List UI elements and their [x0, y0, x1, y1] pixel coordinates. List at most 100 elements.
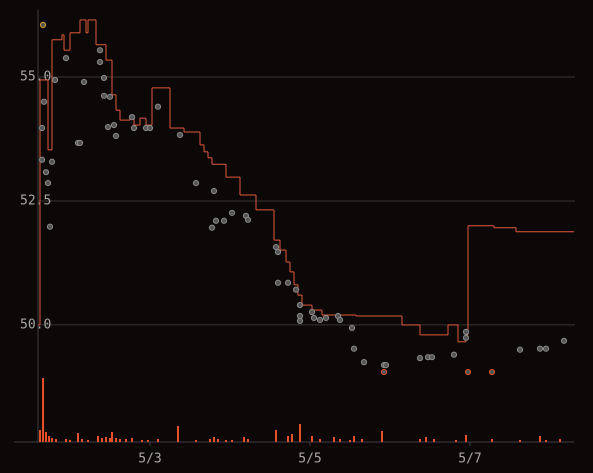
volume-bar [97, 436, 99, 442]
volume-bar [147, 440, 149, 442]
trade-point [348, 324, 356, 332]
trade-point [220, 217, 228, 224]
trade-point [176, 131, 184, 139]
trade-point [308, 308, 316, 316]
trade-point [322, 314, 330, 322]
volume-bar [465, 435, 467, 442]
trade-point [382, 362, 390, 369]
trade-point [192, 179, 200, 187]
volume-bar [119, 439, 121, 442]
volume-bar [425, 437, 427, 442]
trade-point [62, 55, 70, 62]
volume-bar [217, 439, 219, 442]
volume-bar [105, 437, 107, 442]
trade-point [96, 58, 104, 66]
volume-bar [243, 437, 245, 442]
trade-point [100, 74, 108, 82]
volume-bar [419, 439, 421, 442]
trade-point [212, 217, 220, 224]
trade-point [296, 301, 304, 309]
trade-point [516, 346, 524, 353]
volume-bar [491, 439, 493, 442]
trade-point [350, 345, 358, 352]
volume-bar [51, 438, 53, 442]
volume-bar [349, 440, 351, 442]
trade-point [51, 76, 59, 84]
volume-bar [559, 439, 561, 442]
trade-point [112, 132, 120, 140]
volume-bar [87, 440, 89, 442]
volume-bar [69, 440, 71, 442]
volume-bar [177, 426, 179, 442]
trade-point [560, 337, 568, 344]
trade-point [42, 169, 50, 176]
volume-bar [109, 438, 111, 442]
trade-point [110, 121, 118, 129]
trade-point [40, 98, 48, 105]
volume-bar [519, 440, 521, 442]
trade-point [296, 312, 304, 320]
trade-point [48, 158, 56, 165]
x-tick-label: 5/3 [138, 452, 161, 467]
trade-point [146, 124, 154, 132]
volume-bar [353, 436, 355, 442]
volume-bar [55, 439, 57, 442]
trade-point [464, 368, 472, 376]
trade-point [542, 345, 550, 352]
trade-point [462, 334, 470, 341]
volume-bar [213, 437, 215, 442]
volume-bar [333, 437, 335, 442]
volume-bar [361, 439, 363, 442]
trade-point [228, 209, 236, 216]
trade-point [488, 368, 496, 376]
volume-bar [539, 436, 541, 442]
trade-point [244, 216, 252, 223]
volume-bar [101, 438, 103, 442]
volume-bar [42, 378, 45, 442]
trade-point [44, 179, 52, 187]
trade-point [272, 243, 280, 251]
y-tick-label: 52.5 [20, 193, 51, 208]
volume-bar [231, 440, 233, 442]
trade-point [428, 354, 436, 361]
trade-point [39, 21, 47, 28]
x-tick-label: 5/5 [298, 452, 321, 467]
volume-bar [275, 430, 277, 442]
volume-bar [125, 439, 127, 442]
x-tick-label: 5/7 [458, 452, 481, 467]
trade-point [462, 328, 470, 335]
trade-point [360, 359, 368, 366]
volume-bar [115, 438, 117, 442]
trade-point [96, 47, 104, 54]
volume-bar [291, 434, 293, 442]
trade-point [130, 124, 138, 132]
trade-point [38, 156, 46, 163]
volume-bar [39, 430, 41, 442]
trade-point [80, 78, 88, 86]
trade-point [292, 286, 300, 293]
volume-bar [455, 440, 457, 442]
volume-bar [45, 432, 47, 442]
trade-point [336, 316, 344, 324]
volume-bar [545, 440, 547, 442]
trade-point [536, 345, 544, 352]
trade-point [210, 187, 218, 195]
volume-bar [225, 440, 227, 442]
volume-bar [433, 439, 435, 442]
volume-bar [157, 439, 159, 442]
trade-point [416, 355, 424, 362]
trade-point [76, 139, 84, 147]
trade-point [310, 314, 318, 322]
trade-point [380, 368, 388, 376]
volume-bar [111, 432, 113, 442]
trade-point [106, 93, 114, 100]
volume-bar [311, 436, 313, 442]
trade-point [128, 114, 136, 121]
volume-bar [77, 433, 79, 442]
trade-point [154, 103, 162, 110]
trade-point [100, 92, 108, 99]
volume-bar [131, 438, 133, 442]
volume-bar [339, 439, 341, 442]
